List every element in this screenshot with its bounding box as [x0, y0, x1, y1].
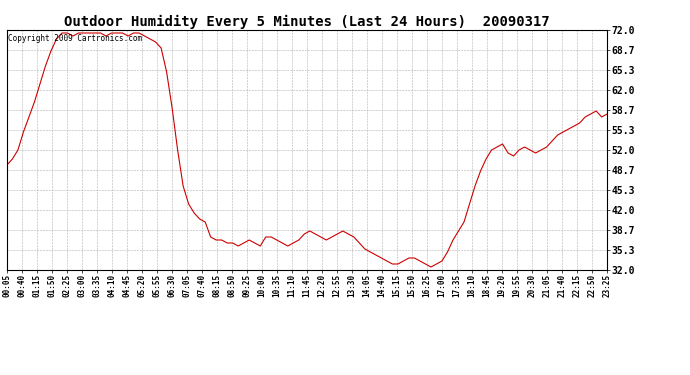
Title: Outdoor Humidity Every 5 Minutes (Last 24 Hours)  20090317: Outdoor Humidity Every 5 Minutes (Last 2…	[64, 15, 550, 29]
Text: Copyright 2009 Cartronics.com: Copyright 2009 Cartronics.com	[8, 34, 142, 43]
